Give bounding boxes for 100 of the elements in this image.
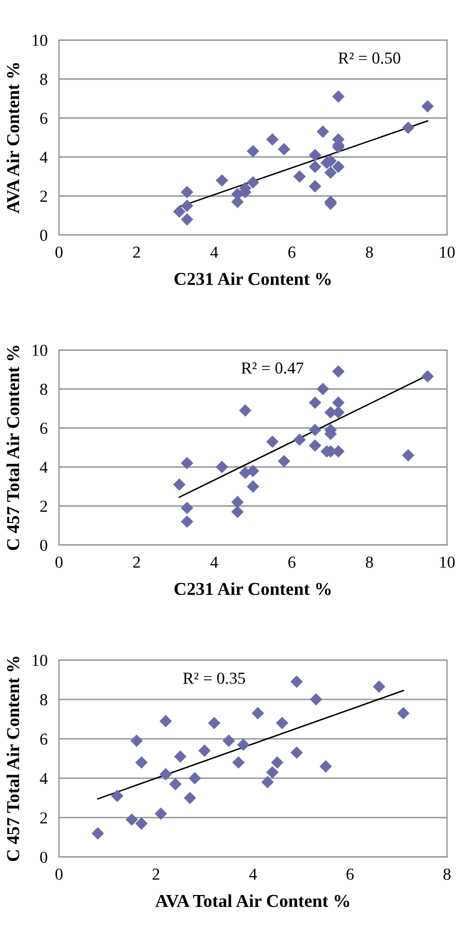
point [293, 170, 306, 183]
y-tick-label: 4 [40, 152, 48, 163]
point [332, 160, 345, 173]
y-tick-label: 0 [40, 852, 48, 863]
point [159, 714, 172, 728]
point [92, 827, 104, 840]
point [154, 807, 168, 820]
point [308, 148, 322, 162]
point [135, 817, 148, 830]
point [402, 122, 414, 134]
point [320, 760, 332, 773]
point [239, 404, 252, 417]
point [184, 792, 196, 804]
point [180, 502, 194, 514]
point [130, 734, 143, 747]
y-tick-label: 10 [32, 654, 48, 666]
point [308, 424, 322, 436]
y-axis-title: C 457 Total Air Content % [6, 656, 20, 862]
x-tick-label: 4 [210, 246, 218, 258]
point [159, 768, 172, 780]
x-tick-label: 10 [440, 246, 455, 258]
point [180, 186, 194, 198]
point [276, 716, 288, 730]
point [246, 144, 260, 158]
annotation: R² = 0.47 [241, 362, 304, 374]
point [180, 213, 194, 226]
point [180, 515, 194, 528]
x-tick-label: 2 [152, 868, 160, 880]
point [308, 439, 322, 452]
point [232, 756, 245, 769]
x-axis-title: C231 Air Content % [174, 582, 331, 596]
point [332, 365, 345, 378]
point [324, 166, 337, 179]
point [266, 435, 279, 448]
point [261, 776, 274, 788]
x-tick-label: 6 [346, 868, 354, 880]
point [402, 449, 414, 462]
x-tick-label: 4 [249, 868, 257, 880]
point [222, 734, 235, 747]
point [278, 454, 290, 468]
point [293, 433, 306, 446]
point [372, 680, 386, 693]
x-tick-label: 8 [366, 246, 373, 258]
point [246, 176, 260, 189]
point [180, 456, 194, 470]
y-axis-title: C 457 Total Air Content % [6, 346, 20, 550]
y-tick-label: 8 [40, 74, 48, 85]
point [110, 790, 124, 802]
point [252, 706, 264, 720]
y-tick-label: 6 [40, 422, 48, 434]
x-tick-label: 0 [55, 868, 63, 880]
point [208, 716, 220, 730]
point [332, 90, 345, 103]
point [135, 756, 148, 769]
annotation: R² = 0.35 [183, 672, 246, 684]
point [126, 813, 138, 826]
point [308, 180, 322, 192]
x-axis-title: AVA Total Air Content % [155, 894, 350, 908]
x-tick-label: 2 [133, 556, 140, 568]
point [421, 100, 434, 113]
point [173, 478, 186, 491]
point [290, 675, 303, 688]
x-tick-label: 6 [288, 556, 296, 568]
y-tick-label: 6 [40, 734, 48, 745]
point [216, 460, 228, 474]
point [198, 744, 211, 757]
y-tick-label: 2 [40, 812, 47, 824]
x-tick-label: 8 [366, 556, 373, 568]
y-tick-label: 8 [40, 694, 48, 706]
point [173, 205, 186, 218]
point [266, 766, 279, 778]
x-tick-label: 10 [440, 556, 455, 568]
point [246, 464, 260, 478]
point [421, 370, 434, 383]
point [216, 174, 228, 187]
point [246, 480, 260, 493]
x-axis-title: C231 Air Content % [174, 272, 331, 286]
y-tick-label: 0 [40, 540, 48, 551]
point [174, 750, 186, 763]
point [188, 772, 202, 784]
point [231, 496, 244, 508]
point [397, 706, 410, 720]
y-tick-label: 4 [40, 462, 48, 473]
annotation: R² = 0.50 [338, 52, 400, 64]
x-tick-label: 0 [55, 246, 63, 258]
point [180, 200, 194, 212]
x-tick-label: 0 [55, 556, 63, 568]
point [266, 133, 279, 146]
y-tick-label: 10 [32, 344, 48, 356]
x-tick-label: 2 [133, 246, 140, 258]
y-tick-label: 8 [40, 384, 48, 395]
point [316, 382, 330, 396]
y-tick-label: 4 [40, 773, 48, 784]
y-axis-title: AVA Air Content % [6, 63, 20, 214]
point [308, 396, 322, 409]
y-tick-label: 2 [40, 500, 47, 512]
y-tick-label: 10 [32, 34, 48, 46]
point [271, 756, 284, 769]
point [332, 396, 345, 409]
y-tick-label: 2 [40, 190, 47, 202]
